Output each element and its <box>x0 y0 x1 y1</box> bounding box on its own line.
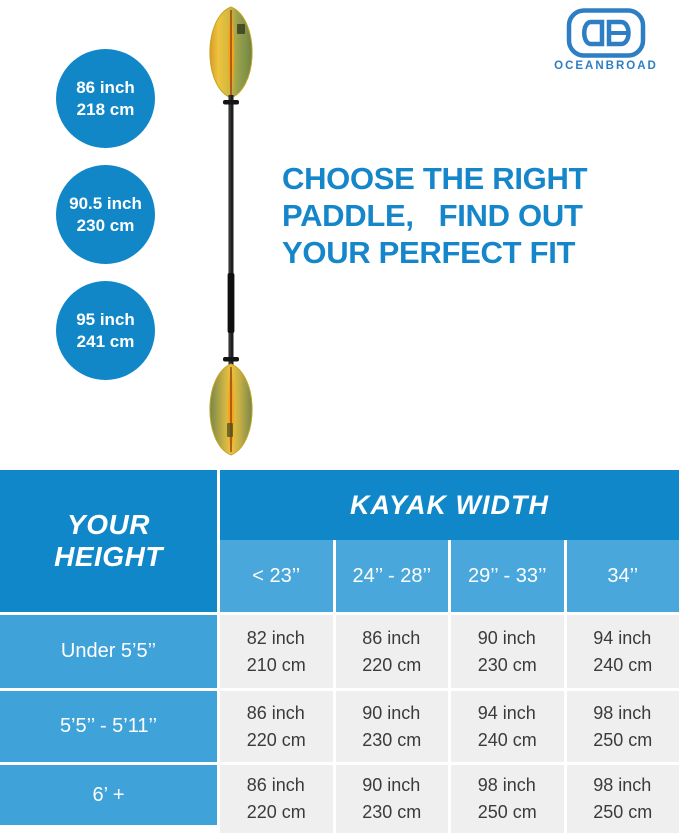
size-badge-cm: 218 cm <box>76 99 135 119</box>
shaft-ferrule <box>227 273 235 333</box>
oceanbroad-logo-text: OCEANBROAD <box>554 60 658 72</box>
logo-glyph-left <box>582 19 605 47</box>
paddle-illustration <box>209 6 253 456</box>
size-chart-table: YOUR HEIGHT KAYAK WIDTH < 23’’ 24’’ - 28… <box>0 470 679 835</box>
size-cell-r2c2: 90 inch 230 cm <box>332 688 448 762</box>
width-col-header-2: 24’’ - 28’’ <box>332 540 448 612</box>
kayak-width-header: KAYAK WIDTH <box>217 470 679 540</box>
headline-line-1: CHOOSE THE RIGHT <box>282 161 588 196</box>
hero-section: OCEANBROAD 86 inch 218 cm 90.5 inch 230 … <box>56 6 672 456</box>
size-cell-r3c4: 98 inch 250 cm <box>563 762 679 835</box>
logo-glyph-right <box>606 19 631 47</box>
drip-ring-top <box>223 100 239 105</box>
size-badge-inch: 86 inch <box>76 78 135 98</box>
size-badge-cm: 230 cm <box>76 215 135 235</box>
size-badge-86: 86 inch 218 cm <box>56 49 155 148</box>
size-badge-inch: 95 inch <box>76 310 135 330</box>
shaft-highlight <box>229 95 231 367</box>
width-col-header-3: 29’’ - 33’’ <box>448 540 564 612</box>
height-row-label-1: Under 5’5’’ <box>0 612 217 688</box>
size-cell-r3c1: 86 inch 220 cm <box>217 762 333 835</box>
size-cell-r3c3: 98 inch 250 cm <box>448 762 564 835</box>
size-cell-r3c2: 90 inch 230 cm <box>332 762 448 835</box>
size-cell-r1c3: 90 inch 230 cm <box>448 612 564 688</box>
headline-line-2: PADDLE, FIND OUT <box>282 198 583 233</box>
width-col-header-1: < 23’’ <box>217 540 333 612</box>
size-cell-r1c4: 94 inch 240 cm <box>563 612 679 688</box>
paddle-shaft <box>228 95 234 367</box>
blade-logo-mark <box>237 24 245 34</box>
size-cell-r2c1: 86 inch 220 cm <box>217 688 333 762</box>
size-cell-r2c4: 98 inch 250 cm <box>563 688 679 762</box>
oceanbroad-logo: OCEANBROAD <box>545 8 667 72</box>
size-badge-95: 95 inch 241 cm <box>56 281 155 380</box>
your-height-header: YOUR HEIGHT <box>0 470 217 612</box>
width-col-header-4: 34’’ <box>563 540 679 612</box>
size-cell-r2c3: 94 inch 240 cm <box>448 688 564 762</box>
size-cell-r1c2: 86 inch 220 cm <box>332 612 448 688</box>
height-row-label-2: 5’5’’ - 5’11’’ <box>0 688 217 762</box>
blade-bottom-mark <box>227 423 233 437</box>
size-badge-90: 90.5 inch 230 cm <box>56 165 155 264</box>
size-badge-cm: 241 cm <box>76 331 135 351</box>
size-cell-r1c1: 82 inch 210 cm <box>217 612 333 688</box>
headline-line-3: YOUR PERFECT FIT <box>282 235 576 270</box>
size-badge-inch: 90.5 inch <box>69 194 142 214</box>
logo-frame <box>566 8 646 58</box>
height-row-label-3: 6’ + <box>0 762 217 835</box>
oceanbroad-logo-icon: OCEANBROAD <box>554 8 658 72</box>
headline: CHOOSE THE RIGHT PADDLE, FIND OUT YOUR P… <box>282 160 672 271</box>
drip-ring-bottom <box>223 357 239 362</box>
